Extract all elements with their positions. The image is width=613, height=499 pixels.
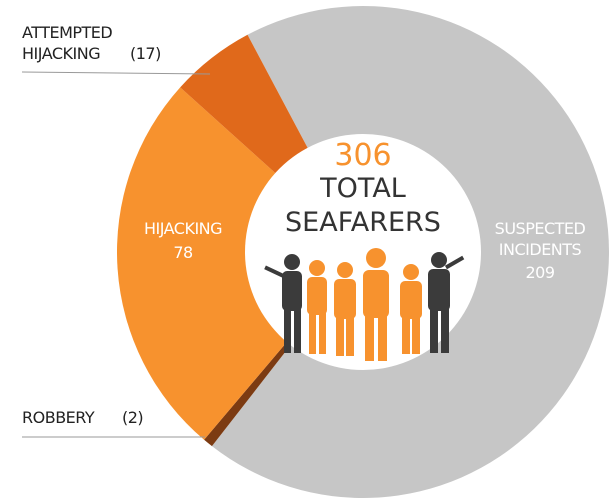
slice-label: SUSPECTED INCIDENTS — [480, 218, 600, 260]
slice-label: ATTEMPTED HIJACKING — [22, 22, 132, 64]
value-label: (17) — [130, 43, 175, 64]
slice-label: HIJACKING — [118, 218, 248, 239]
total-value: 306 — [263, 138, 463, 173]
chart: 306 TOTAL SEAFARERS SUSPECTED INCIDENTS2… — [0, 0, 613, 499]
value-label: 78 — [118, 242, 248, 263]
value-label: (2) — [122, 407, 162, 428]
value-label: 209 — [480, 262, 600, 283]
leader-line — [22, 72, 210, 74]
center-label: SEAFARERS — [263, 207, 463, 238]
center-label: TOTAL — [263, 173, 463, 204]
